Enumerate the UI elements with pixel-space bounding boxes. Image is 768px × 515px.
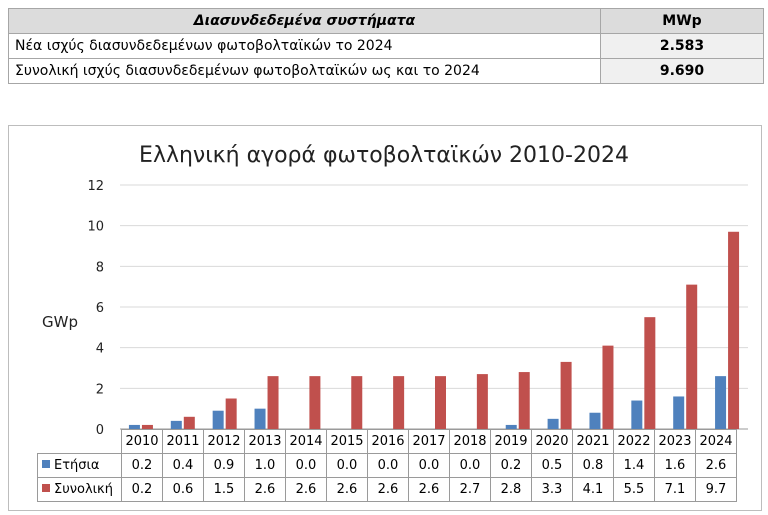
data-label: 0.5 bbox=[531, 453, 573, 478]
bar-cumulative bbox=[476, 374, 488, 429]
data-table-series-row: Ετήσια 0.2 0.4 0.9 1.0 0.0 0.0 0.0 0.0 0.0 0.2 0.5… bbox=[37, 453, 737, 478]
bar-annual bbox=[631, 400, 643, 429]
summary-row: Συνολική ισχύς διασυνδεδεμένων φωτοβολτα… bbox=[8, 58, 764, 84]
bar-annual bbox=[128, 424, 140, 429]
bar-annual bbox=[170, 420, 182, 429]
data-label: 1.6 bbox=[654, 453, 696, 478]
data-label: 2.6 bbox=[367, 477, 409, 502]
legend-entry: Συνολική bbox=[37, 477, 122, 502]
bar-cumulative bbox=[141, 424, 153, 429]
data-label: 2.8 bbox=[490, 477, 532, 502]
bar-cumulative bbox=[560, 361, 572, 429]
y-tick-label: 8 bbox=[96, 260, 104, 275]
legend-label: Ετήσια bbox=[54, 458, 100, 473]
legend-label: Συνολική bbox=[54, 482, 113, 497]
data-label: 0.8 bbox=[572, 453, 614, 478]
x-tick-label: 2016 bbox=[367, 429, 409, 454]
bar-annual bbox=[254, 408, 266, 429]
summary-row-label: Συνολική ισχύς διασυνδεδεμένων φωτοβολτα… bbox=[8, 58, 601, 84]
data-label: 0.2 bbox=[121, 477, 163, 502]
data-label: 0.6 bbox=[162, 477, 204, 502]
data-label: 2.6 bbox=[695, 453, 737, 478]
bar-annual bbox=[673, 396, 685, 429]
data-label: 1.0 bbox=[244, 453, 286, 478]
bar-cumulative bbox=[183, 416, 195, 429]
data-label: 2.6 bbox=[408, 477, 450, 502]
bar-cumulative bbox=[686, 284, 698, 429]
y-tick-label: 12 bbox=[87, 179, 104, 194]
bar-cumulative bbox=[644, 317, 656, 429]
bar-cumulative bbox=[602, 345, 614, 429]
summary-header: Διασυνδεδεμένα συστήματα bbox=[8, 8, 601, 34]
chart-data-table: 2010 2011 2012 2013 2014 2015 2016 2017 2018 2019… bbox=[37, 429, 737, 502]
data-label: 0.9 bbox=[203, 453, 245, 478]
bar-cumulative bbox=[393, 376, 405, 429]
bar-cumulative bbox=[225, 398, 237, 429]
data-label: 1.5 bbox=[203, 477, 245, 502]
y-tick-label: 10 bbox=[87, 220, 104, 235]
y-tick-label: 2 bbox=[96, 382, 104, 397]
summary-header-row: Διασυνδεδεμένα συστήματα MWp bbox=[8, 8, 764, 34]
bar-annual bbox=[589, 412, 601, 429]
summary-row-value: 9.690 bbox=[600, 58, 764, 84]
bar-cumulative bbox=[435, 376, 446, 429]
data-table-year-row: 2010 2011 2012 2013 2014 2015 2016 2017 2018 2019… bbox=[37, 429, 737, 454]
data-label: 4.1 bbox=[572, 477, 614, 502]
data-label: 2.6 bbox=[244, 477, 286, 502]
data-label: 0.0 bbox=[285, 453, 327, 478]
y-axis-label: GWp bbox=[42, 313, 78, 331]
x-tick-label: 2011 bbox=[162, 429, 204, 454]
bar-cumulative bbox=[351, 376, 363, 429]
bar-cumulative bbox=[309, 376, 321, 429]
data-table-corner bbox=[37, 429, 122, 454]
bar-cumulative bbox=[518, 372, 530, 429]
x-tick-label: 2018 bbox=[449, 429, 491, 454]
bar-annual bbox=[547, 418, 559, 429]
data-table-series-row: Συνολική 0.2 0.6 1.5 2.6 2.6 2.6 2.6 2.6 2.7 2.8 3… bbox=[37, 477, 737, 502]
x-tick-label: 2013 bbox=[244, 429, 286, 454]
data-label: 9.7 bbox=[695, 477, 737, 502]
data-label: 0.4 bbox=[162, 453, 204, 478]
data-label: 7.1 bbox=[654, 477, 696, 502]
x-tick-label: 2017 bbox=[408, 429, 450, 454]
data-label: 1.4 bbox=[613, 453, 655, 478]
x-tick-label: 2023 bbox=[654, 429, 696, 454]
x-tick-label: 2024 bbox=[695, 429, 737, 454]
x-tick-label: 2015 bbox=[326, 429, 368, 454]
legend-swatch bbox=[42, 484, 50, 492]
data-label: 0.0 bbox=[367, 453, 409, 478]
data-label: 2.6 bbox=[326, 477, 368, 502]
chart-title: Ελληνική αγορά φωτοβολταϊκών 2010-2024 bbox=[139, 143, 629, 168]
data-label: 0.0 bbox=[408, 453, 450, 478]
bar-annual bbox=[212, 410, 224, 429]
data-label: 0.0 bbox=[326, 453, 368, 478]
legend-entry: Ετήσια bbox=[37, 453, 122, 478]
summary-row-value: 2.583 bbox=[600, 33, 764, 59]
data-label: 3.3 bbox=[531, 477, 573, 502]
x-tick-label: 2019 bbox=[490, 429, 532, 454]
legend-swatch bbox=[42, 460, 50, 468]
y-tick-label: 4 bbox=[96, 342, 104, 357]
data-label: 0.2 bbox=[121, 453, 163, 478]
bar-cumulative bbox=[267, 376, 279, 429]
bar-annual bbox=[715, 376, 727, 429]
bar-annual bbox=[505, 424, 517, 429]
data-label: 2.6 bbox=[285, 477, 327, 502]
x-tick-label: 2012 bbox=[203, 429, 245, 454]
x-tick-label: 2020 bbox=[531, 429, 573, 454]
x-tick-label: 2022 bbox=[613, 429, 655, 454]
data-label: 0.2 bbox=[490, 453, 532, 478]
data-label: 2.7 bbox=[449, 477, 491, 502]
x-tick-label: 2021 bbox=[572, 429, 614, 454]
y-tick-label: 6 bbox=[96, 301, 104, 316]
summary-table: Διασυνδεδεμένα συστήματα MWp Νέα ισχύς δ… bbox=[8, 8, 764, 84]
bar-cumulative bbox=[728, 231, 740, 429]
data-label: 5.5 bbox=[613, 477, 655, 502]
x-tick-label: 2010 bbox=[121, 429, 163, 454]
x-tick-label: 2014 bbox=[285, 429, 327, 454]
data-label: 0.0 bbox=[449, 453, 491, 478]
